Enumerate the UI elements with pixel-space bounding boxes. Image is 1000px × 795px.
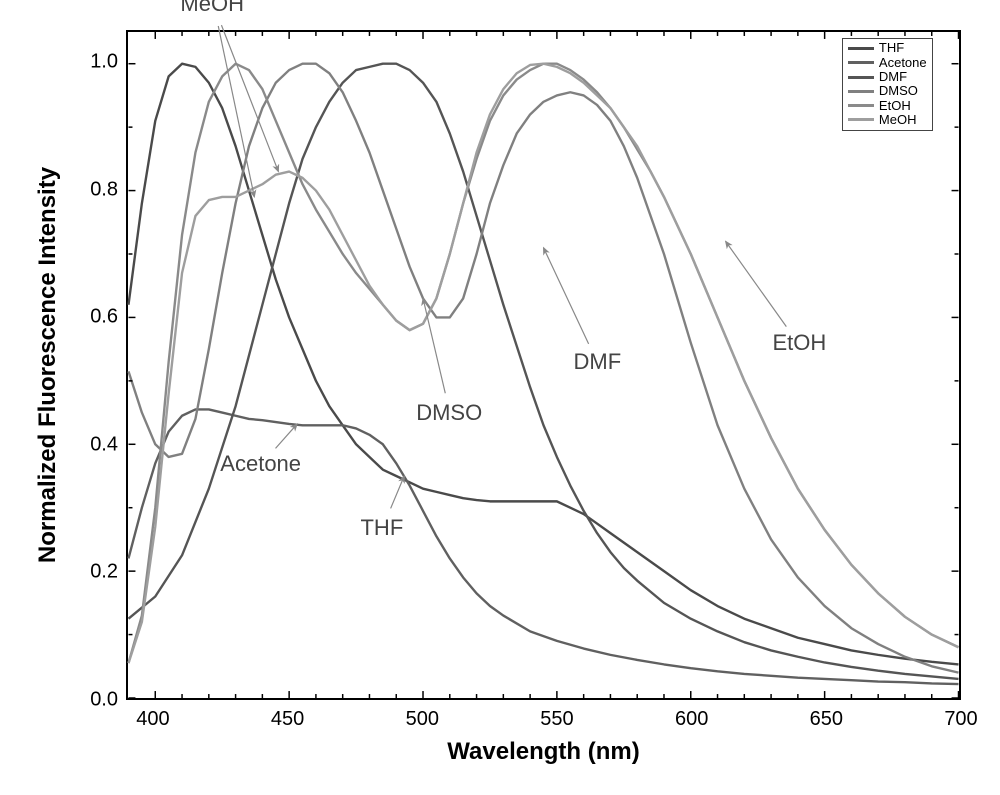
series-dmf: [128, 64, 958, 679]
y-tick-label: 1.0: [90, 50, 126, 73]
annotation-meoh: MeOH: [180, 0, 244, 17]
curves-svg: [128, 32, 959, 698]
y-tick-label: 0.6: [90, 306, 126, 329]
series-dmso: [128, 64, 958, 673]
x-tick-label: 500: [406, 708, 439, 731]
legend-label: Acetone: [879, 56, 927, 70]
series-group: [128, 64, 958, 684]
series-thf: [128, 64, 958, 665]
legend-item-dmso: DMSO: [848, 84, 927, 98]
legend-swatch: [848, 47, 874, 50]
legend-item-thf: THF: [848, 41, 927, 55]
series-etoh: [128, 64, 958, 663]
legend-item-dmf: DMF: [848, 70, 927, 84]
x-tick-label: 400: [136, 708, 169, 731]
annotation-dmf: DMF: [574, 349, 622, 375]
legend-label: THF: [879, 41, 904, 55]
legend-swatch: [848, 104, 874, 107]
x-tick-label: 700: [944, 708, 977, 731]
plot-area: THFAcetoneDMFDMSOEtOHMeOH: [126, 30, 961, 700]
legend-swatch: [848, 76, 874, 79]
legend-label: EtOH: [879, 99, 911, 113]
legend-label: MeOH: [879, 113, 917, 127]
y-tick-label: 0.0: [90, 689, 126, 712]
y-tick-label: 0.2: [90, 561, 126, 584]
series-meoh: [128, 64, 958, 663]
x-tick-label: 600: [675, 708, 708, 731]
annotation-etoh: EtOH: [772, 330, 826, 356]
x-axis-label: Wavelength (nm): [447, 738, 639, 766]
legend: THFAcetoneDMFDMSOEtOHMeOH: [842, 38, 933, 131]
annotation-dmso: DMSO: [416, 400, 482, 426]
y-tick-label: 0.8: [90, 178, 126, 201]
annotation-thf: THF: [360, 515, 403, 541]
x-tick-label: 450: [271, 708, 304, 731]
x-tick-label: 550: [540, 708, 573, 731]
legend-swatch: [848, 118, 874, 121]
legend-item-meoh: MeOH: [848, 113, 927, 127]
legend-swatch: [848, 61, 874, 64]
x-tick-label: 650: [810, 708, 843, 731]
legend-label: DMF: [879, 70, 907, 84]
legend-label: DMSO: [879, 84, 918, 98]
y-axis-label: Normalized Fluorescence Intensity: [34, 167, 62, 563]
y-tick-label: 0.4: [90, 433, 126, 456]
legend-swatch: [848, 90, 874, 93]
annotation-acetone: Acetone: [220, 451, 301, 477]
legend-item-etoh: EtOH: [848, 99, 927, 113]
legend-item-acetone: Acetone: [848, 56, 927, 70]
chart-container: THFAcetoneDMFDMSOEtOHMeOH 0.00.20.40.60.…: [0, 0, 1000, 795]
